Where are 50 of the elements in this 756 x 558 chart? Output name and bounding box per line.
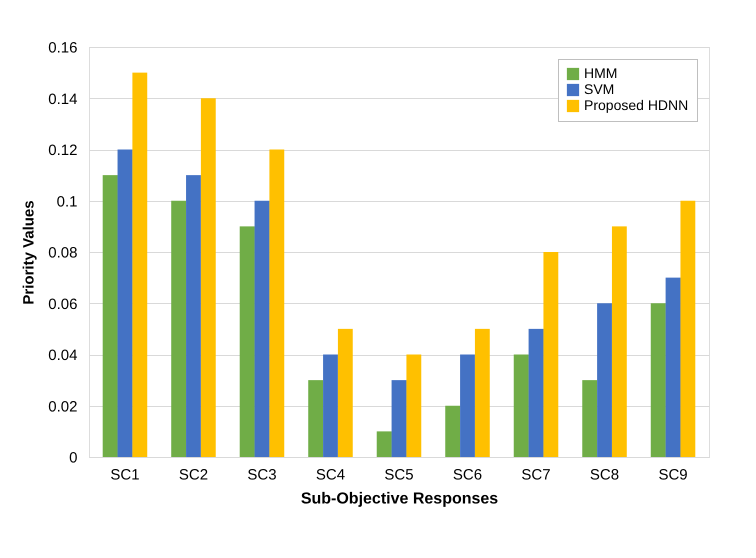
bar xyxy=(118,150,132,457)
x-tick-label: SC2 xyxy=(178,466,208,484)
bar xyxy=(612,226,627,457)
bar xyxy=(445,406,460,457)
bar xyxy=(186,175,201,457)
bar xyxy=(102,175,118,457)
bar xyxy=(666,278,680,457)
x-tick-label: SC1 xyxy=(110,466,140,484)
bar xyxy=(308,380,324,457)
bar xyxy=(240,226,255,457)
y-tick-label: 0.02 xyxy=(48,398,78,416)
y-tick-label: 0.14 xyxy=(48,90,78,108)
bar xyxy=(650,303,666,457)
bar xyxy=(528,328,544,457)
legend-label: SVM xyxy=(584,81,614,97)
y-tick-label: 0.16 xyxy=(48,40,78,56)
x-tick-label: SC5 xyxy=(384,466,414,484)
x-tick-label: SC7 xyxy=(521,466,551,484)
x-axis-title: Sub-Objective Responses xyxy=(300,490,498,508)
bar xyxy=(597,303,612,457)
y-axis-title: Priority Values xyxy=(20,200,38,305)
x-tick-label: SC4 xyxy=(316,466,346,484)
bar xyxy=(582,380,598,457)
y-tick-label: 0.08 xyxy=(48,244,78,262)
x-tick-label: SC3 xyxy=(247,466,277,484)
x-tick-label: SC8 xyxy=(590,466,620,484)
y-tick-label: 0.1 xyxy=(56,193,78,210)
bar xyxy=(406,354,422,457)
y-tick-label: 0.04 xyxy=(48,347,78,364)
y-tick-label: 0 xyxy=(69,450,78,466)
x-tick-label: SC6 xyxy=(452,466,482,484)
bar xyxy=(338,328,353,457)
y-tick-label: 0.06 xyxy=(48,296,78,313)
bar xyxy=(514,354,529,457)
bar xyxy=(269,150,284,457)
legend-label: Proposed HDNN xyxy=(584,97,688,113)
y-tick-label: 0.12 xyxy=(48,142,78,159)
bar xyxy=(200,98,216,457)
bar xyxy=(323,354,338,457)
legend-label: HMM xyxy=(584,65,618,81)
bar xyxy=(474,328,490,457)
bar xyxy=(392,380,406,457)
bar xyxy=(376,431,392,457)
x-tick-label: SC9 xyxy=(658,466,688,484)
bar xyxy=(171,200,186,457)
bar xyxy=(460,354,475,457)
bar xyxy=(680,200,696,457)
bar xyxy=(254,200,270,457)
bar xyxy=(132,72,148,457)
bar xyxy=(543,252,558,457)
